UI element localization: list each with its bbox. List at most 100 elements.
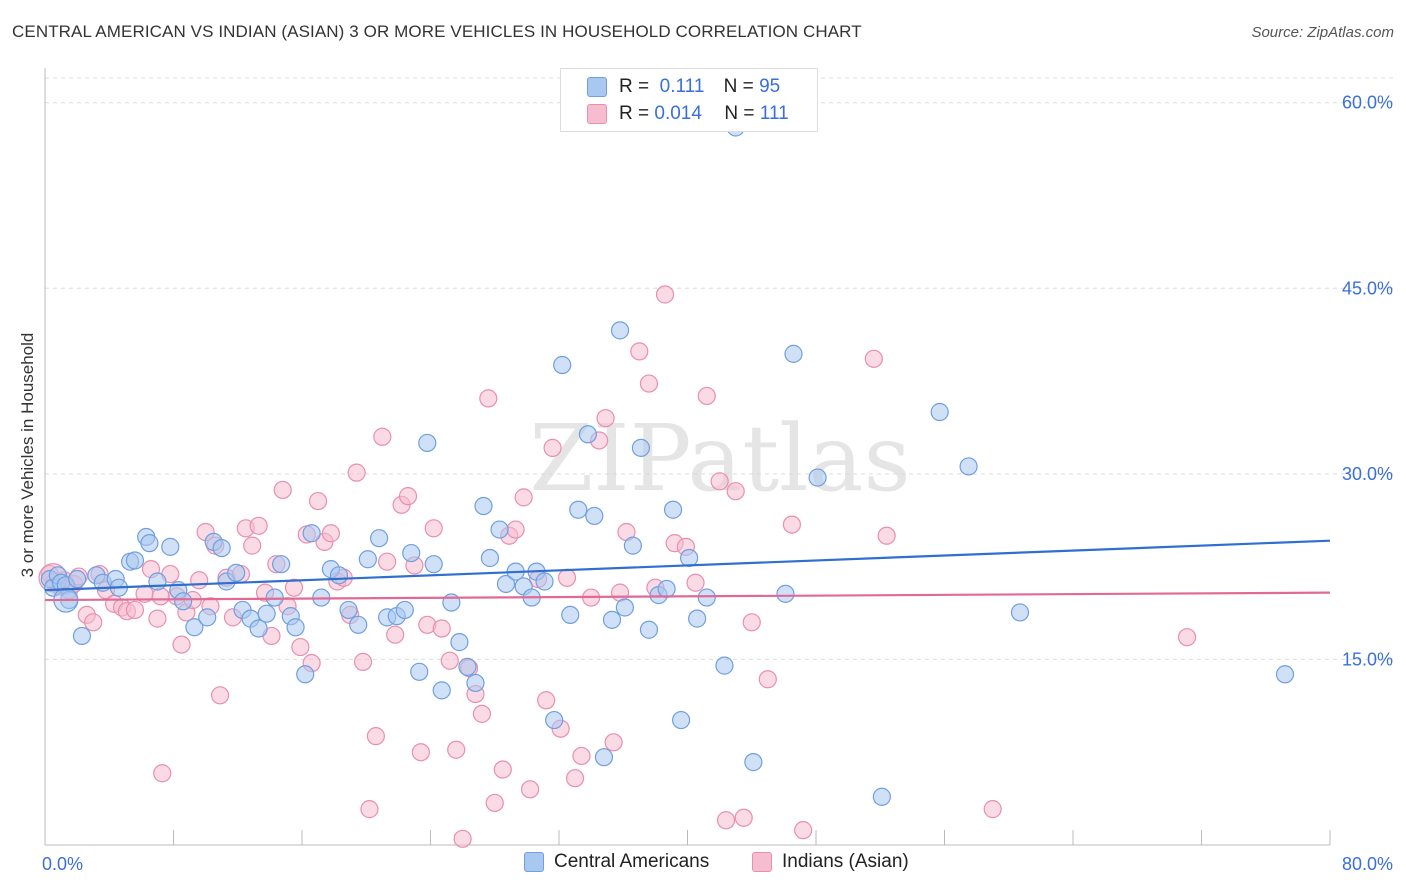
- n-value-pink: 111: [759, 103, 789, 124]
- n-label: N =: [724, 103, 755, 124]
- point-central-americans: [140, 534, 159, 553]
- x-tick-label: 0.0%: [42, 854, 83, 874]
- point-central-americans: [410, 662, 429, 681]
- point-central-americans: [174, 592, 193, 611]
- legend-item-indians-asian: Indians (Asian): [752, 851, 909, 873]
- point-indians-asian: [472, 704, 491, 723]
- point-indians-asian: [596, 409, 615, 428]
- point-central-americans: [212, 538, 231, 558]
- point-central-americans: [227, 563, 246, 582]
- point-indians-asian: [864, 349, 883, 368]
- point-central-americans: [578, 425, 598, 444]
- point-central-americans: [480, 548, 500, 568]
- point-indians-asian: [440, 651, 459, 670]
- point-central-americans: [663, 500, 683, 519]
- point-indians-asian: [655, 285, 675, 304]
- point-central-americans: [302, 524, 321, 543]
- series-legend: Central Americans Indians (Asian): [0, 851, 1406, 877]
- point-indians-asian: [366, 727, 385, 746]
- point-indians-asian: [378, 552, 397, 571]
- point-central-americans: [148, 572, 167, 591]
- point-indians-asian: [347, 463, 366, 482]
- legend-row-indians-asian: R = 0.014 N = 111: [587, 101, 789, 127]
- tick-labels: 15.0% 30.0% 45.0% 60.0% 0.0% 80.0%: [42, 93, 1393, 874]
- point-central-americans: [688, 609, 707, 628]
- pink-swatch: [587, 104, 607, 124]
- point-central-americans: [615, 598, 634, 617]
- point-central-americans: [744, 753, 763, 772]
- point-indians-asian: [485, 793, 504, 813]
- point-indians-asian: [514, 488, 533, 507]
- legend-row-central-americans: R = 0.111 N = 95: [587, 74, 780, 100]
- r-label: R =: [619, 103, 650, 124]
- point-indians-asian: [308, 491, 328, 511]
- legend-label-indians-asian: Indians (Asian): [782, 851, 909, 872]
- point-central-americans: [490, 520, 509, 539]
- point-central-americans: [784, 344, 803, 363]
- point-central-americans: [1275, 665, 1295, 684]
- point-central-americans: [161, 537, 180, 556]
- point-central-americans: [680, 548, 699, 568]
- point-indians-asian: [782, 515, 802, 534]
- point-indians-asian: [84, 613, 103, 632]
- point-central-americans: [450, 633, 469, 652]
- point-central-americans: [930, 402, 949, 422]
- point-indians-asian: [432, 619, 451, 638]
- point-indians-asian: [1177, 628, 1197, 647]
- point-indians-asian: [686, 573, 705, 592]
- watermark: ZIPatlas: [529, 405, 910, 512]
- x-tick-label: 80.0%: [1342, 854, 1393, 874]
- point-central-americans: [872, 787, 891, 806]
- blue-swatch: [587, 77, 607, 97]
- y-tick-label: 15.0%: [1342, 649, 1393, 669]
- point-indians-asian: [630, 342, 649, 361]
- point-indians-asian: [604, 733, 623, 752]
- point-indians-asian: [386, 625, 405, 644]
- point-central-americans: [585, 506, 604, 526]
- point-indians-asian: [353, 652, 373, 672]
- point-indians-asian: [493, 760, 512, 779]
- point-central-americans: [68, 569, 87, 589]
- point-indians-asian: [243, 536, 262, 555]
- point-indians-asian: [411, 743, 430, 762]
- y-axis-label: 3 or more Vehicles in Household: [18, 332, 37, 578]
- axes: [44, 68, 1331, 846]
- point-indians-asian: [572, 746, 591, 766]
- point-central-americans: [329, 566, 349, 585]
- point-indians-asian: [249, 516, 268, 535]
- correlation-legend: R = 0.111 N = 95 R = 0.014 N = 111: [560, 68, 818, 132]
- point-central-americans: [272, 555, 291, 574]
- pink-swatch: [752, 852, 772, 872]
- point-central-americans: [198, 608, 217, 627]
- point-indians-asian: [983, 800, 1002, 819]
- point-indians-asian: [153, 764, 172, 783]
- point-central-americans: [1010, 603, 1030, 622]
- point-indians-asian: [125, 600, 145, 620]
- point-central-americans: [496, 574, 516, 594]
- point-central-americans: [959, 457, 978, 476]
- n-value-blue: 95: [759, 76, 781, 97]
- y-tick-label: 30.0%: [1342, 464, 1393, 484]
- point-central-americans: [594, 748, 614, 767]
- point-central-americans: [610, 321, 630, 340]
- point-indians-asian: [424, 519, 443, 538]
- point-central-americans: [185, 618, 204, 637]
- point-indians-asian: [794, 821, 813, 840]
- r-label: R =: [619, 76, 650, 97]
- point-central-americans: [553, 355, 572, 375]
- point-indians-asian: [877, 526, 896, 545]
- point-central-americans: [602, 610, 622, 629]
- point-indians-asian: [190, 571, 209, 590]
- point-central-americans: [402, 543, 421, 563]
- point-indians-asian: [758, 670, 777, 689]
- point-central-americans: [296, 665, 315, 684]
- series-central-americans: [40, 118, 1295, 806]
- point-central-americans: [671, 710, 691, 730]
- point-central-americans: [535, 572, 554, 591]
- point-indians-asian: [710, 472, 729, 491]
- point-indians-asian: [398, 487, 418, 506]
- point-central-americans: [424, 555, 443, 574]
- point-indians-asian: [639, 374, 659, 393]
- point-indians-asian: [697, 386, 716, 406]
- point-central-americans: [474, 496, 493, 516]
